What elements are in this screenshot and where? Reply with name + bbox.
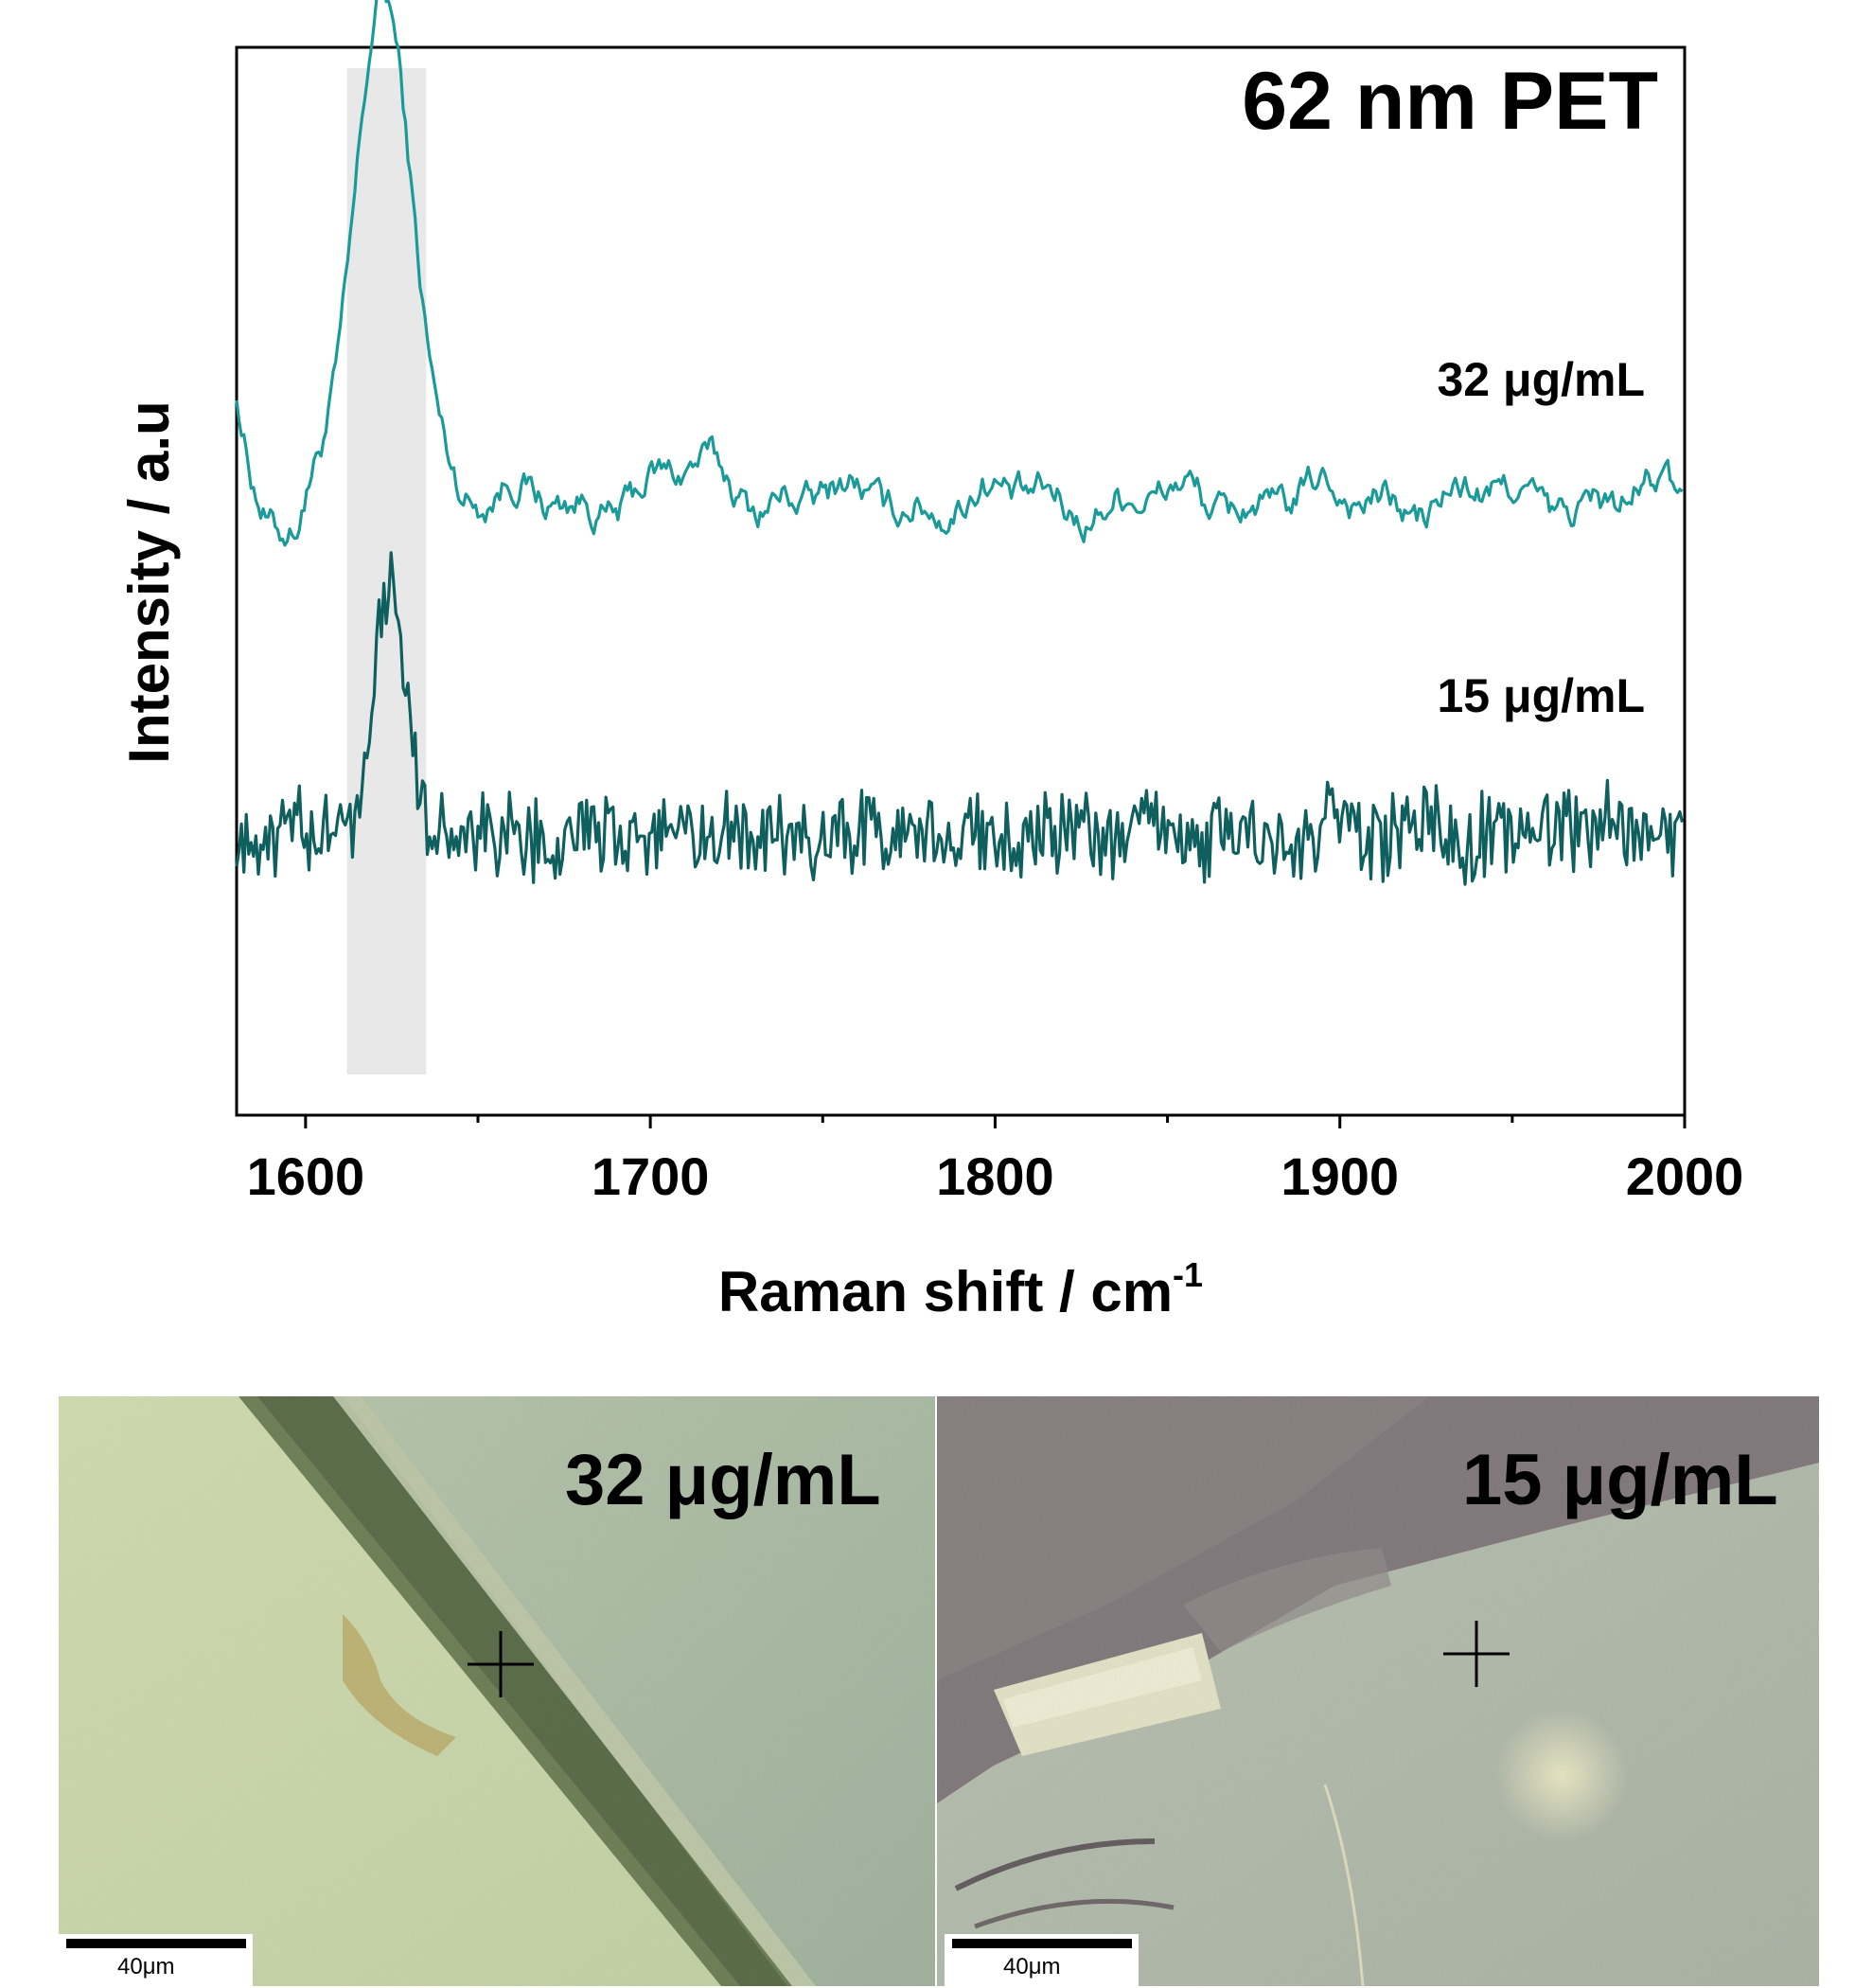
y-axis-label: Intensity / a.u (117, 400, 181, 763)
micrograph-15-image (937, 1396, 1819, 1986)
plot-frame (235, 45, 1687, 1117)
micrograph-32-scale: 40μm (117, 1954, 175, 1979)
micrograph-32-label: 32 μg/mL (565, 1440, 881, 1520)
chart-title: 62 nm PET (1242, 56, 1658, 147)
micrograph-15-scale: 40μm (1003, 1954, 1061, 1979)
series-label-0: 32 μg/mL (1437, 353, 1645, 406)
highlight-band (346, 68, 427, 1074)
x-tick-label-1700: 1700 (592, 1146, 710, 1206)
x-tick-label-1900: 1900 (1281, 1146, 1399, 1206)
micrograph-15-label: 15 μg/mL (1462, 1440, 1778, 1520)
micrograph-32: 32 μg/mL 40μm (59, 1396, 935, 1986)
x-tick-label-1800: 1800 (936, 1146, 1054, 1206)
x-axis-label: Raman shift / cm-1 (718, 1255, 1203, 1323)
micrograph-15: 15 μg/mL 40μm (937, 1396, 1819, 1986)
series-line-1 (235, 551, 1685, 886)
x-tick-label-1600: 1600 (247, 1146, 365, 1206)
series-label-1: 15 μg/mL (1437, 669, 1645, 722)
series-line-0 (235, 0, 1684, 547)
micrograph-32-image (59, 1396, 935, 1986)
raman-chart: 1600 1700 1800 1900 2000 62 nm PET Raman shift… (117, 0, 1744, 1323)
x-tick-label-2000: 2000 (1626, 1146, 1744, 1206)
